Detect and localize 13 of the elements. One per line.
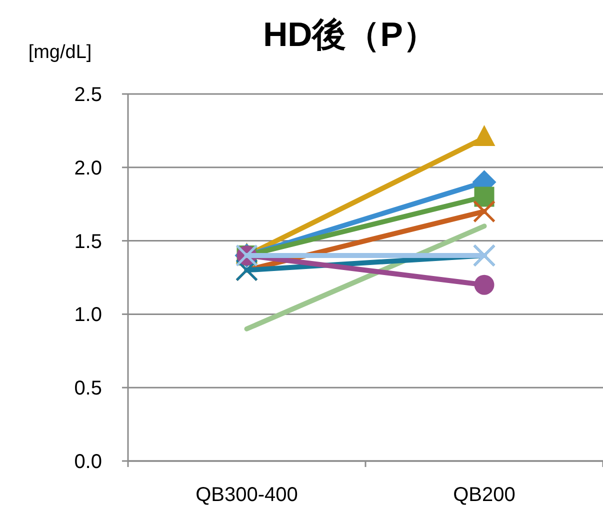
- y-tick-label: 2.0: [74, 157, 102, 180]
- y-tick-label: 1.5: [74, 230, 102, 253]
- y-tick-label: 0.0: [74, 451, 102, 473]
- y-tick-label: 0.5: [74, 378, 102, 400]
- point: [474, 186, 494, 207]
- point: [473, 200, 496, 223]
- x-tick-label: QB300-400: [196, 484, 298, 506]
- y-tick-label: 1.0: [74, 304, 102, 326]
- y-tick-label: 2.5: [74, 84, 102, 106]
- chart-title: HD後（P）: [263, 16, 437, 54]
- x-tick-label: QB200: [453, 484, 516, 506]
- point: [474, 274, 494, 295]
- y-axis-title: [mg/dL]: [28, 42, 92, 63]
